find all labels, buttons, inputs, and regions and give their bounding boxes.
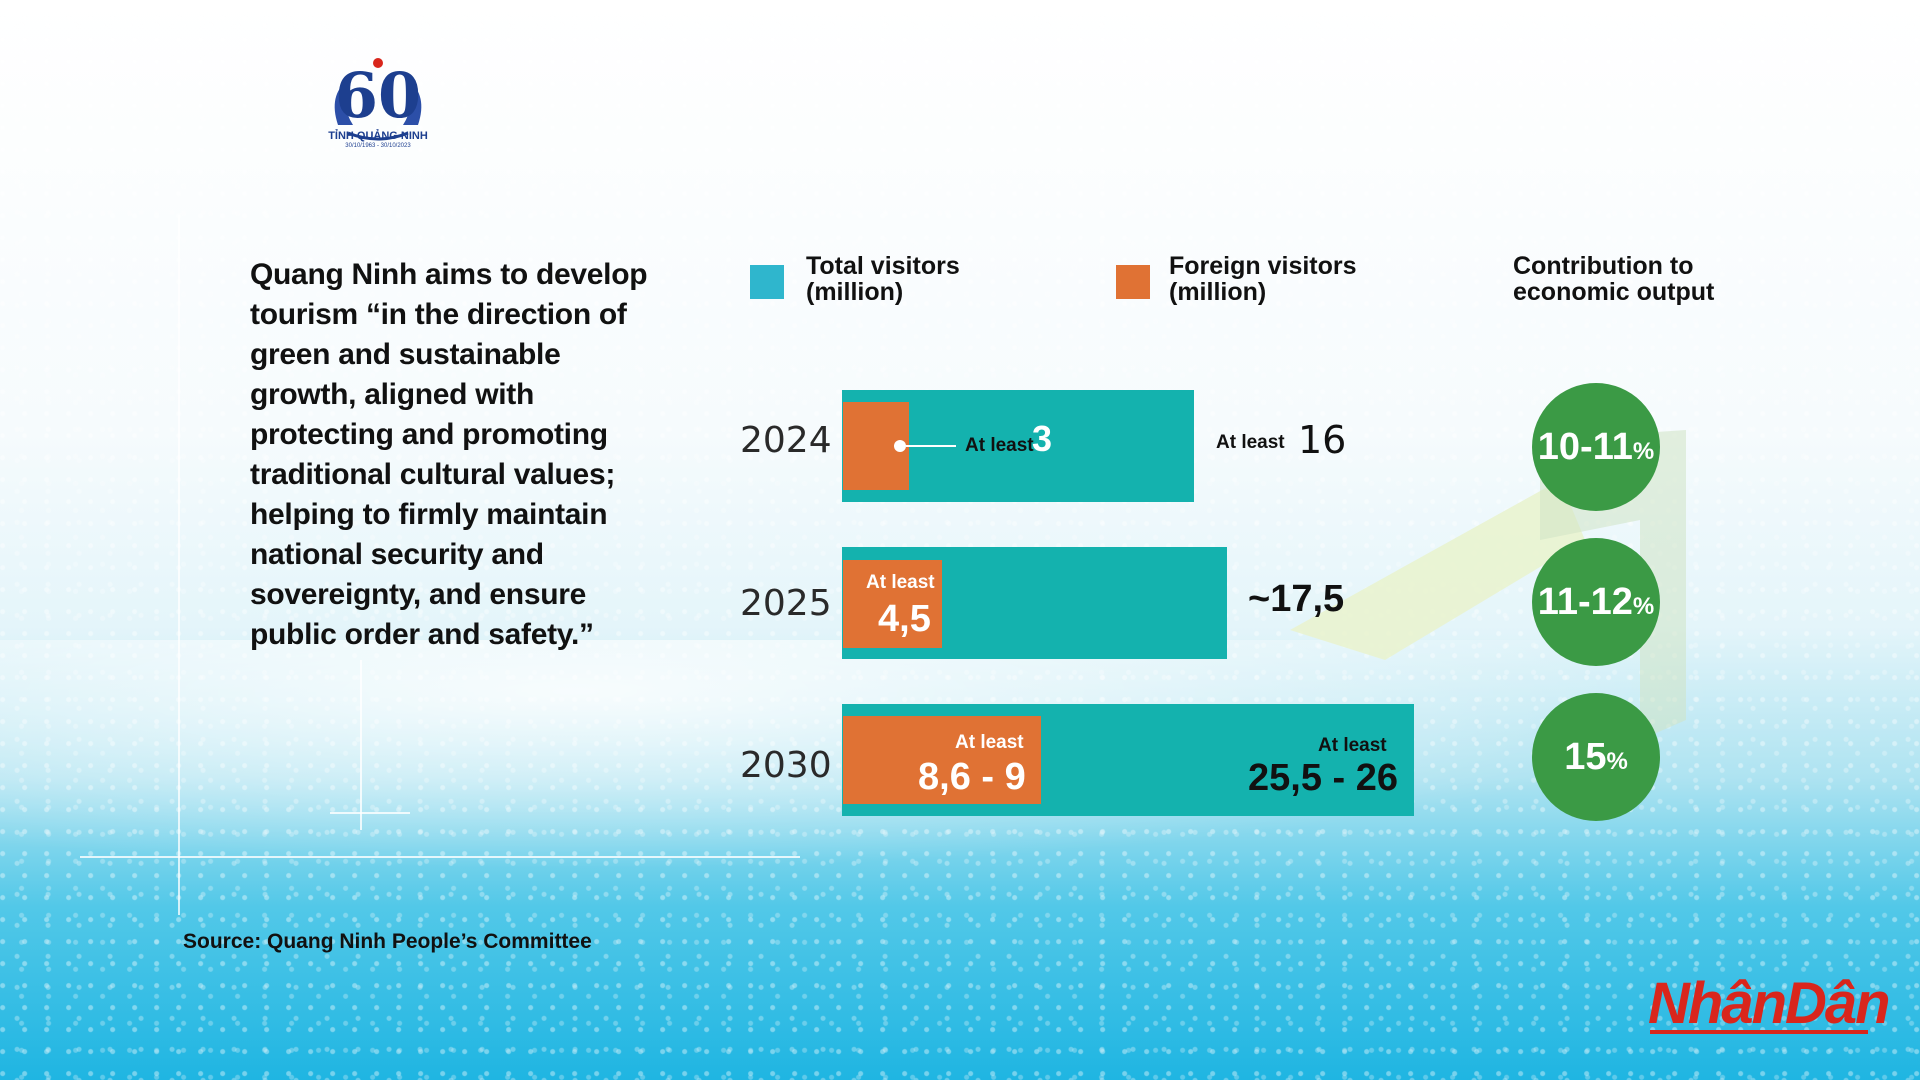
year-label-2024: 2024	[740, 420, 832, 461]
foreign-visitors-bar-2030	[843, 716, 1041, 804]
foreign-visitors-bar-2025	[843, 560, 942, 648]
svg-text:60: 60	[335, 59, 421, 132]
total-value-2024: 16	[1298, 418, 1347, 462]
legend-contribution-line1: Contribution to	[1513, 252, 1694, 280]
foreign-at-least-2030: At least	[955, 732, 1024, 753]
percent-sign: %	[1632, 593, 1655, 620]
legend-contribution: Contribution to economic output	[1513, 253, 1753, 305]
decorative-line	[360, 660, 362, 830]
legend-foreign: Foreign visitors (million)	[1169, 253, 1389, 305]
quang-ninh-60-logo: 60	[334, 58, 422, 141]
legend-total-line2: (million)	[806, 278, 904, 306]
foreign-connector-dot	[894, 440, 906, 452]
total-value-2025: ~17,5	[1248, 578, 1345, 620]
decorative-line	[330, 812, 410, 814]
decorative-line	[178, 215, 180, 915]
foreign-value-2024: 3	[1032, 418, 1053, 459]
foreign-at-least-2024: At least	[965, 435, 1034, 456]
brand-underline	[1650, 1030, 1868, 1034]
legend-swatch-foreign	[1116, 265, 1150, 299]
legend-foreign-line1: Foreign visitors	[1169, 252, 1357, 280]
foreign-at-least-2025: At least	[866, 572, 935, 593]
nhan-dan-logo: NhânDân	[1648, 971, 1891, 1036]
legend-total-line1: Total visitors	[806, 252, 960, 280]
foreign-connector-line	[906, 445, 956, 447]
contribution-circle-2024: 10-11%	[1532, 383, 1660, 511]
contribution-value-2024: 10-11	[1537, 425, 1633, 468]
contribution-circle-2025: 11-12%	[1532, 538, 1660, 666]
percent-sign: %	[1606, 748, 1628, 775]
legend-contribution-line2: economic output	[1513, 278, 1715, 306]
contribution-circle-2030: 15%	[1532, 693, 1660, 821]
tourism-quote: Quang Ninh aims to develop tourism “in t…	[250, 258, 648, 651]
decorative-line	[80, 856, 800, 858]
percent-sign: %	[1632, 438, 1655, 465]
total-value-2030: 25,5 - 26	[1248, 757, 1398, 799]
legend-total: Total visitors (million)	[806, 253, 1026, 305]
contribution-value-2025: 11-12	[1537, 580, 1633, 623]
foreign-value-2025: 4,5	[878, 598, 931, 640]
legend-foreign-line2: (million)	[1169, 278, 1267, 306]
source-note: Source: Quang Ninh People’s Committee	[183, 930, 592, 953]
logo-dates: 30/10/1963 - 30/10/2023	[345, 143, 411, 149]
contribution-value-2030: 15	[1564, 735, 1607, 778]
legend-swatch-total	[750, 265, 784, 299]
year-label-2025: 2025	[740, 583, 832, 624]
total-at-least-2024: At least	[1216, 432, 1285, 453]
year-label-2030: 2030	[740, 745, 832, 786]
total-at-least-2030: At least	[1318, 735, 1387, 756]
logo-title: TỈNH QUẢNG NINH	[328, 130, 428, 142]
foreign-value-2030: 8,6 - 9	[918, 756, 1026, 798]
